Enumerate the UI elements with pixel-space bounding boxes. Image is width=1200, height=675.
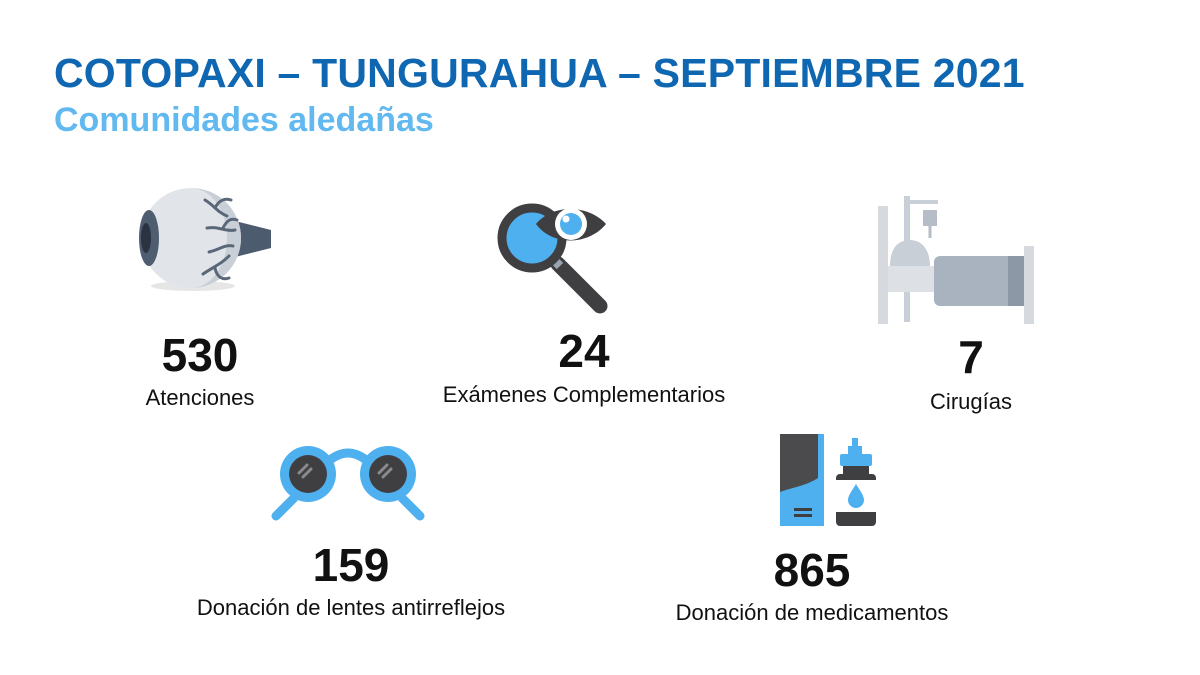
glasses-icon [271, 446, 425, 521]
stat-label: Atenciones [145, 385, 255, 410]
eyeball-icon [139, 188, 271, 291]
page-subtitle: Comunidades aledañas [54, 101, 434, 139]
page-title: COTOPAXI – TUNGURAHUA – SEPTIEMBRE 2021 [54, 50, 1025, 96]
stat-value: 159 [312, 539, 390, 591]
medicine-icon [780, 434, 876, 526]
stat-label: Donación de medicamentos [675, 600, 949, 625]
stat-value: 530 [161, 329, 239, 381]
stat-label: Cirugías [930, 389, 1012, 414]
stat-value: 24 [558, 325, 610, 377]
stat-label: Exámenes Complementarios [442, 382, 726, 407]
stat-label: Donación de lentes antirreflejos [196, 595, 506, 620]
stat-value: 865 [773, 544, 851, 596]
stat-value: 7 [958, 331, 984, 383]
magnifier-eye-icon [497, 203, 608, 314]
hospital-bed-icon [878, 196, 1034, 324]
